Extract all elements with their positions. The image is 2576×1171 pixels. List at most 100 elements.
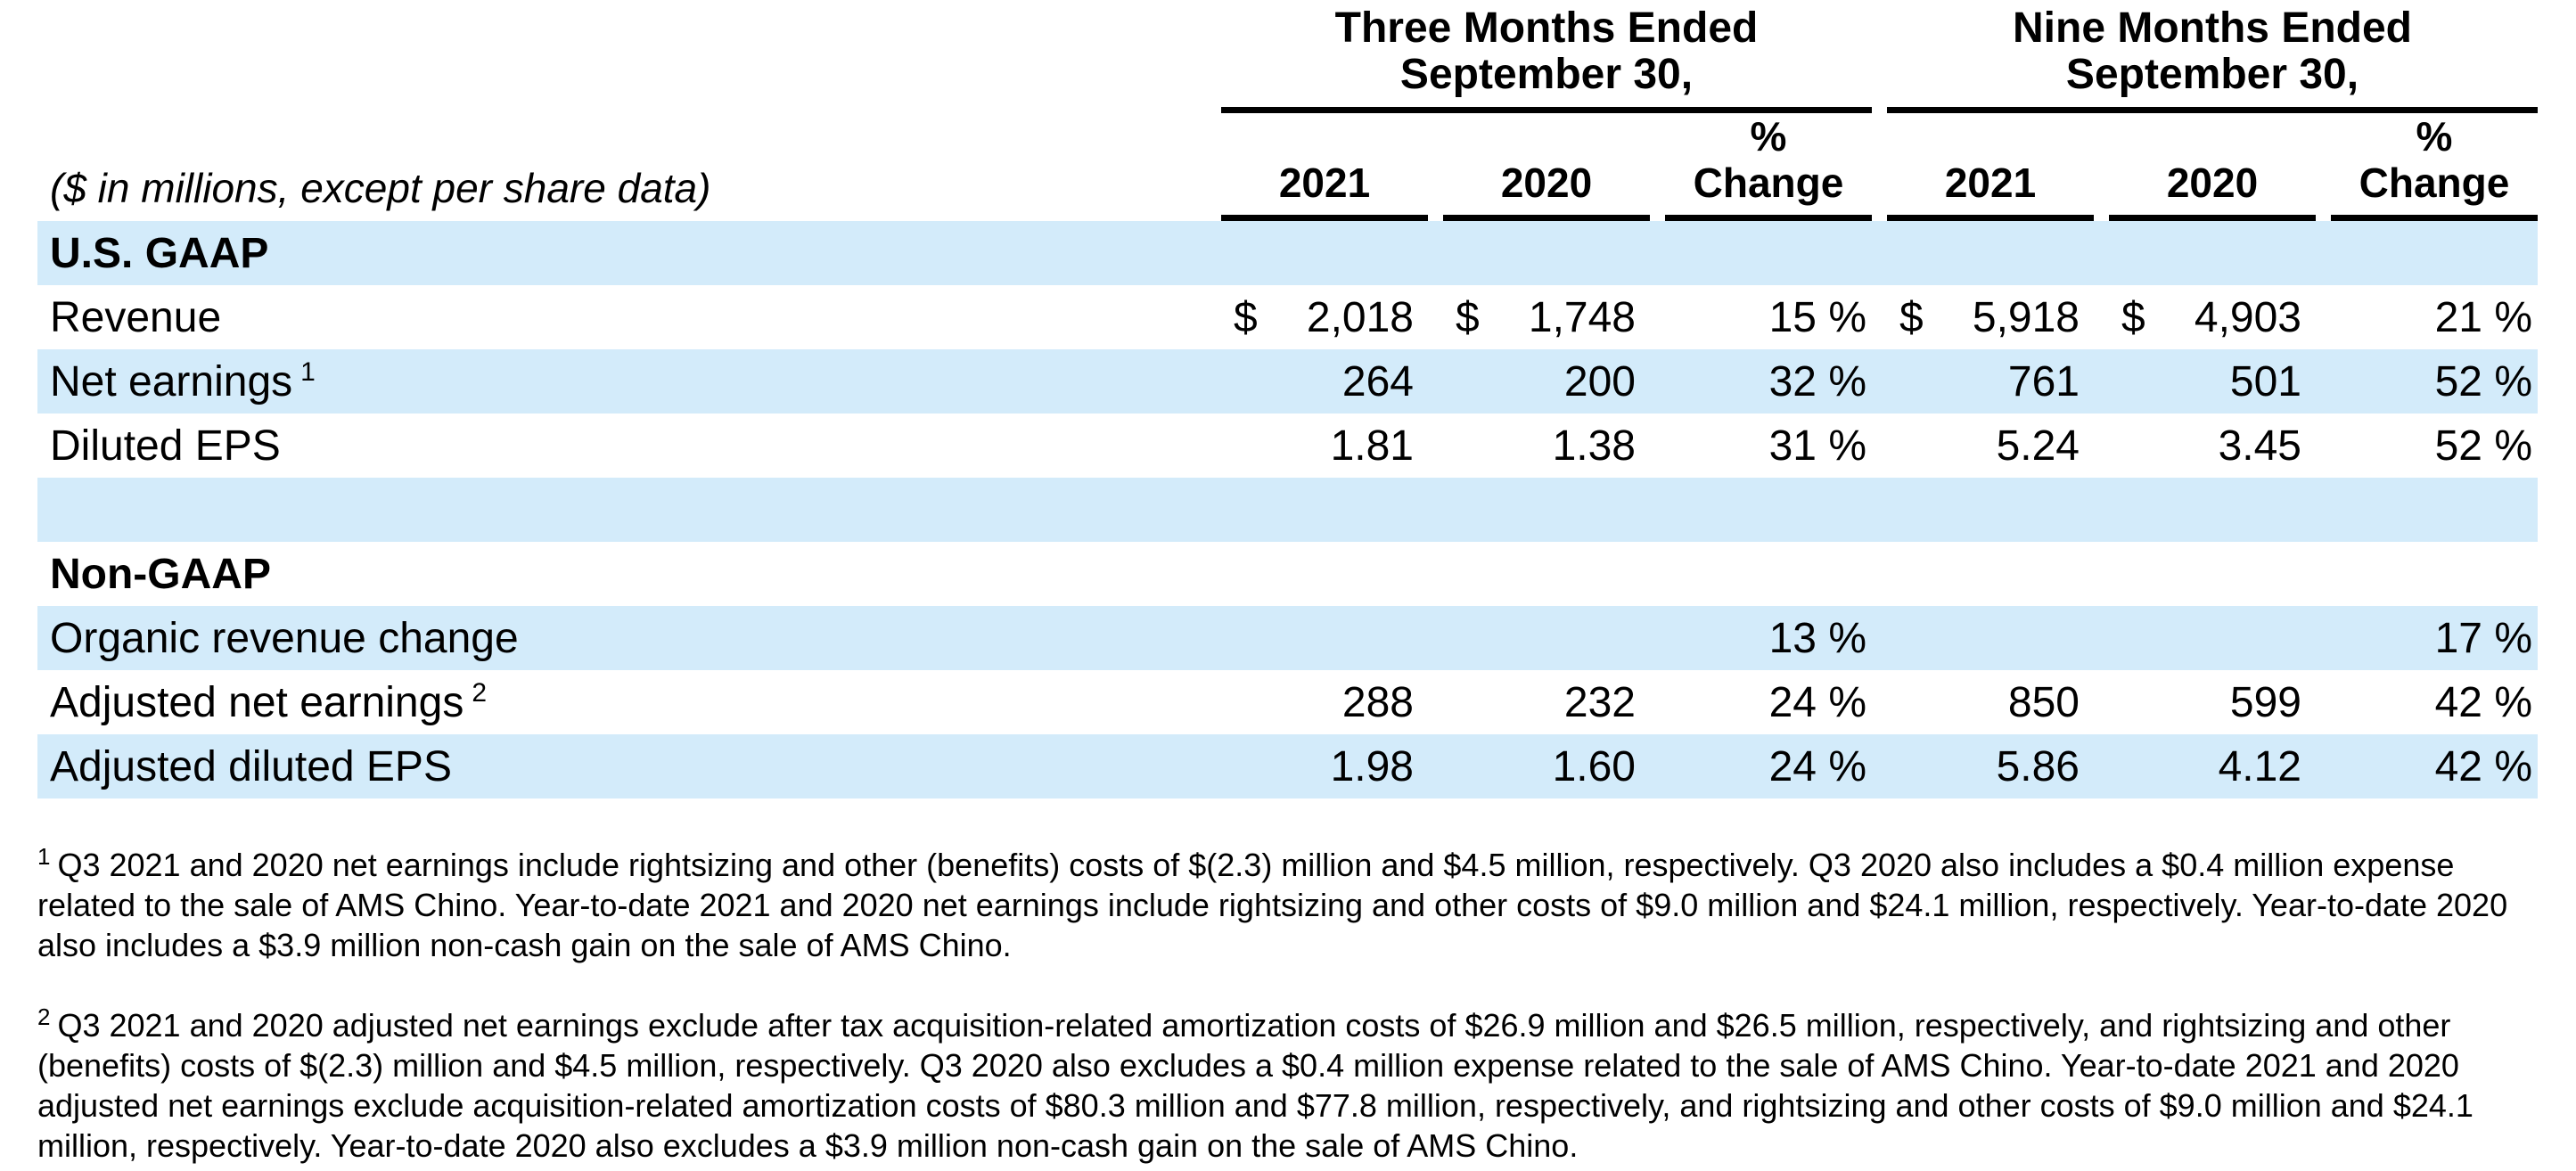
group-gap: [1872, 5, 1887, 113]
cell-value: 5.86: [1996, 742, 2080, 790]
cell-value: 3.45: [2218, 422, 2301, 470]
footnote-1: 1 Q3 2021 and 2020 net earnings include r…: [37, 845, 2542, 965]
cell-value: 1,748: [1528, 293, 1636, 341]
currency-symbol: $: [1234, 293, 1258, 341]
results-table: Three Months Ended September 30, Nine Mo…: [37, 0, 2538, 798]
row-label: Adjusted net earnings 2: [50, 677, 488, 726]
footnote-marker: 1: [300, 356, 316, 387]
row-label: U.S. GAAP: [50, 229, 269, 277]
cell: 232: [1443, 678, 1650, 727]
table-row: Adjusted diluted EPS 1.98 1.60 24 % 5.86 4.12…: [37, 734, 2538, 798]
footnotes: 1 Q3 2021 and 2020 net earnings include r…: [37, 845, 2542, 1166]
footnote-2-text: Q3 2021 and 2020 adjusted net earnings e…: [37, 1007, 2473, 1164]
cell: 5.86: [1887, 742, 2094, 791]
cell: 1.81: [1221, 422, 1428, 471]
cell-value: 21 %: [2434, 293, 2532, 341]
col-header-pct-change-ytd: % Change: [2331, 113, 2538, 221]
cell: 24 %: [1665, 678, 1872, 727]
cell: 21 %: [2331, 293, 2538, 342]
cell: 1.98: [1221, 742, 1428, 791]
currency-symbol: $: [1899, 293, 1924, 341]
col-group-three-months: Three Months Ended September 30,: [1221, 5, 1872, 113]
group-title-line2: September 30,: [2065, 51, 2359, 98]
cell-value: 2,018: [1306, 293, 1414, 341]
footnote-1-marker: 1: [37, 843, 51, 870]
cell-value: 4.12: [2218, 742, 2301, 790]
table-row: [37, 478, 2538, 542]
col-header-2021-ytd: 2021: [1887, 113, 2094, 221]
cell-value: 200: [1563, 357, 1636, 405]
row-label: Revenue: [50, 293, 222, 341]
cell-value: 761: [2007, 357, 2080, 405]
cell-value: 32 %: [1768, 357, 1866, 405]
group-title-line1: Nine Months Ended: [2013, 4, 2412, 52]
row-label: Organic revenue change: [50, 614, 519, 662]
table-row: Organic revenue change 13 % 17 %: [37, 606, 2538, 670]
cell-value: 13 %: [1768, 614, 1866, 662]
column-header-row: ($ in millions, except per share data) 2…: [37, 113, 2538, 221]
cell-value: 288: [1341, 678, 1414, 726]
cell: 264: [1221, 357, 1428, 406]
cell-value: 24 %: [1768, 742, 1866, 790]
cell: 52 %: [2331, 422, 2538, 471]
cell: 200: [1443, 357, 1650, 406]
footnote-2-marker: 2: [37, 1003, 51, 1030]
cell: $4,903: [2109, 293, 2316, 342]
table-row: Diluted EPS 1.81 1.38 31 % 5.24 3.45 52 %: [37, 414, 2538, 478]
col-header-2021-q: 2021: [1221, 113, 1428, 221]
cell: 761: [1887, 357, 2094, 406]
group-header-spacer: [37, 5, 1221, 113]
group-title-line1: Three Months Ended: [1334, 4, 1759, 52]
cell: 3.45: [2109, 422, 2316, 471]
cell: 31 %: [1665, 422, 1872, 471]
footnote-1-text: Q3 2021 and 2020 net earnings include ri…: [37, 847, 2508, 963]
cell-value: 5,918: [1972, 293, 2080, 341]
cell-value: 232: [1563, 678, 1636, 726]
row-label: Non-GAAP: [50, 550, 271, 598]
cell-value: 599: [2229, 678, 2301, 726]
units-note: ($ in millions, except per share data): [50, 165, 711, 211]
cell-value: 501: [2229, 357, 2301, 405]
cell: 42 %: [2331, 742, 2538, 791]
cell-value: 52 %: [2434, 422, 2532, 470]
table-rows: U.S. GAAP Revenue $2,018 $1,748 15 % $5,918 $4…: [37, 221, 2538, 798]
col-header-2020-ytd: 2020: [2109, 113, 2316, 221]
cell: $2,018: [1221, 293, 1428, 342]
cell-value: 4,903: [2194, 293, 2301, 341]
cell: 4.12: [2109, 742, 2316, 791]
col-header-pct-change-q: % Change: [1665, 113, 1872, 221]
cell-value: 42 %: [2434, 678, 2532, 726]
cell: $1,748: [1443, 293, 1650, 342]
cell-value: 31 %: [1768, 422, 1866, 470]
cell: 52 %: [2331, 357, 2538, 406]
cell: 850: [1887, 678, 2094, 727]
col-header-2020-q: 2020: [1443, 113, 1650, 221]
cell: 24 %: [1665, 742, 1872, 791]
cell: $5,918: [1887, 293, 2094, 342]
row-label: Net earnings 1: [50, 356, 316, 405]
cell: 17 %: [2331, 614, 2538, 663]
cell: 13 %: [1665, 614, 1872, 663]
cell-value: 264: [1341, 357, 1414, 405]
column-group-header-row: Three Months Ended September 30, Nine Mo…: [37, 5, 2538, 113]
cell: 599: [2109, 678, 2316, 727]
cell: 42 %: [2331, 678, 2538, 727]
row-label: Diluted EPS: [50, 422, 281, 470]
cell-value: 24 %: [1768, 678, 1866, 726]
currency-symbol: $: [1456, 293, 1480, 341]
table-row: Non-GAAP: [37, 542, 2538, 606]
table-row: Adjusted net earnings 2 288 232 24 % 850 599 42…: [37, 670, 2538, 734]
footnote-2: 2 Q3 2021 and 2020 adjusted net earnings …: [37, 1005, 2542, 1166]
col-group-nine-months: Nine Months Ended September 30,: [1887, 5, 2538, 113]
cell: 15 %: [1665, 293, 1872, 342]
row-label: Adjusted diluted EPS: [50, 742, 452, 790]
table-row: Revenue $2,018 $1,748 15 % $5,918 $4,903 21 %: [37, 285, 2538, 349]
cell: 1.60: [1443, 742, 1650, 791]
cell-value: 42 %: [2434, 742, 2532, 790]
cell: 288: [1221, 678, 1428, 727]
table-row: Net earnings 1 264 200 32 % 761 501 52 %: [37, 349, 2538, 414]
cell-value: 850: [2007, 678, 2080, 726]
footnote-marker: 2: [472, 677, 488, 708]
cell-value: 5.24: [1996, 422, 2080, 470]
